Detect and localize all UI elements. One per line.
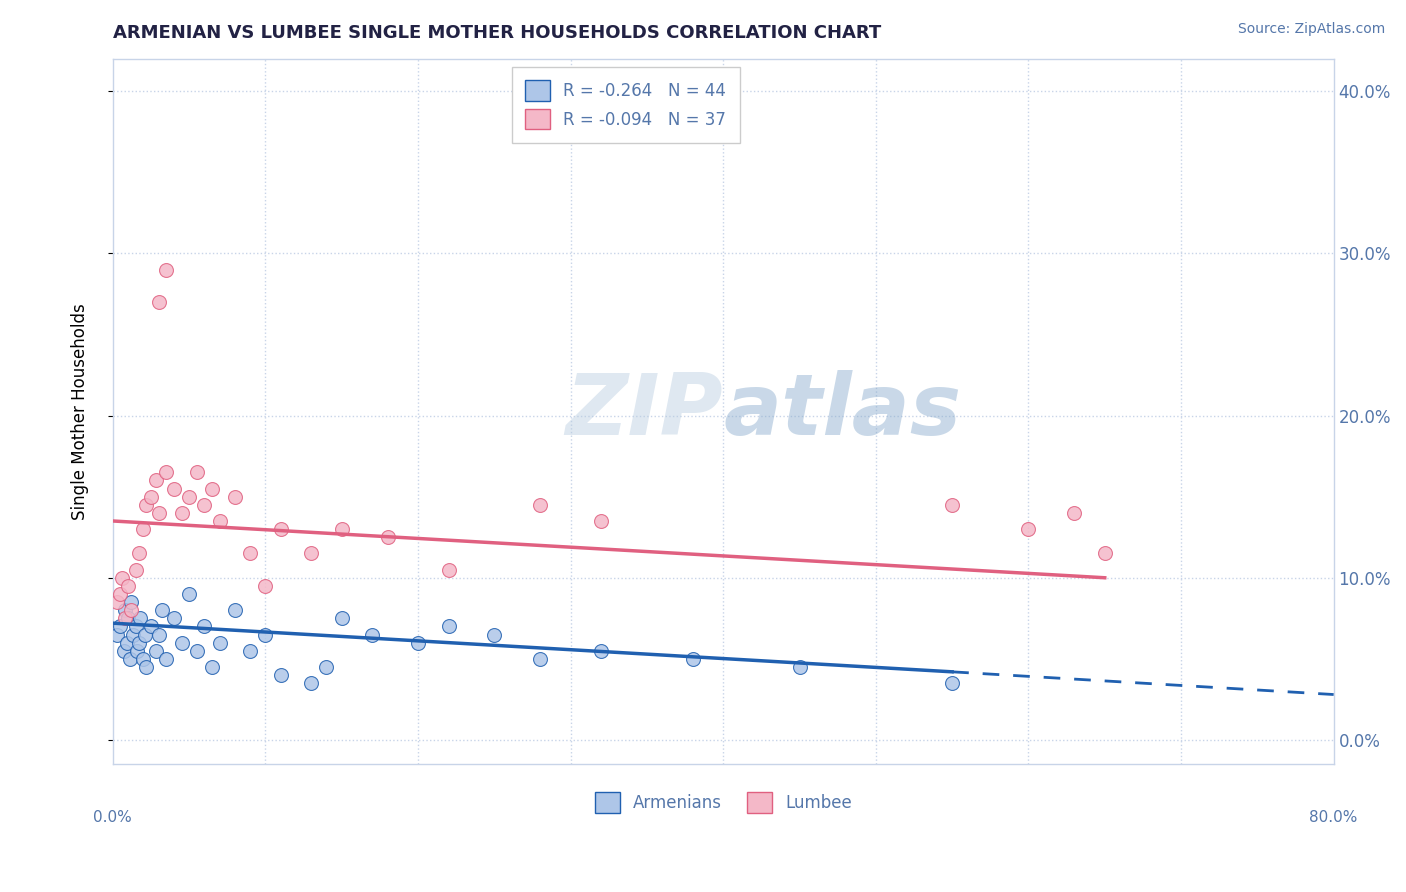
Point: [591, 514, 613, 528]
Y-axis label: Single Mother Households: Single Mother Households: [72, 303, 89, 520]
Point: [125, 563, 148, 577]
Point: [377, 530, 399, 544]
Point: [163, 611, 186, 625]
Point: [139, 490, 162, 504]
Point: [529, 498, 551, 512]
Text: 0.0%: 0.0%: [93, 810, 132, 825]
Point: [111, 571, 134, 585]
Point: [299, 676, 322, 690]
Point: [270, 668, 292, 682]
Text: ZIP: ZIP: [565, 370, 723, 453]
Point: [208, 514, 231, 528]
Point: [118, 652, 141, 666]
Point: [110, 619, 132, 633]
Point: [107, 627, 129, 641]
Point: [437, 563, 460, 577]
Point: [299, 546, 322, 560]
Point: [155, 262, 177, 277]
Point: [170, 635, 193, 649]
Point: [170, 506, 193, 520]
Point: [208, 635, 231, 649]
Legend: Armenians, Lumbee: Armenians, Lumbee: [588, 786, 859, 820]
Point: [682, 652, 704, 666]
Point: [117, 579, 139, 593]
Point: [315, 660, 337, 674]
Point: [128, 635, 150, 649]
Text: 80.0%: 80.0%: [1309, 810, 1358, 825]
Point: [132, 652, 155, 666]
Point: [135, 498, 157, 512]
Point: [132, 522, 155, 536]
Point: [135, 660, 157, 674]
Text: atlas: atlas: [723, 370, 962, 453]
Point: [186, 466, 208, 480]
Point: [270, 522, 292, 536]
Point: [115, 635, 138, 649]
Point: [128, 546, 150, 560]
Point: [127, 644, 149, 658]
Point: [120, 595, 142, 609]
Point: [201, 482, 224, 496]
Point: [254, 627, 277, 641]
Point: [406, 635, 429, 649]
Point: [148, 506, 170, 520]
Point: [107, 595, 129, 609]
Point: [193, 619, 215, 633]
Point: [120, 603, 142, 617]
Point: [941, 676, 963, 690]
Point: [110, 587, 132, 601]
Point: [484, 627, 506, 641]
Point: [145, 644, 167, 658]
Point: [330, 522, 353, 536]
Point: [1017, 522, 1039, 536]
Point: [125, 619, 148, 633]
Point: [139, 619, 162, 633]
Point: [148, 627, 170, 641]
Point: [239, 644, 262, 658]
Point: [529, 652, 551, 666]
Point: [121, 627, 143, 641]
Point: [591, 644, 613, 658]
Point: [437, 619, 460, 633]
Text: Source: ZipAtlas.com: Source: ZipAtlas.com: [1237, 22, 1385, 37]
Point: [112, 644, 135, 658]
Point: [201, 660, 224, 674]
Point: [163, 482, 186, 496]
Point: [254, 579, 277, 593]
Point: [148, 295, 170, 310]
Point: [129, 611, 152, 625]
Point: [179, 587, 201, 601]
Point: [239, 546, 262, 560]
Point: [1094, 546, 1116, 560]
Point: [134, 627, 156, 641]
Point: [179, 490, 201, 504]
Point: [224, 603, 246, 617]
Point: [150, 603, 173, 617]
Text: ARMENIAN VS LUMBEE SINGLE MOTHER HOUSEHOLDS CORRELATION CHART: ARMENIAN VS LUMBEE SINGLE MOTHER HOUSEHO…: [112, 24, 882, 42]
Point: [789, 660, 811, 674]
Point: [117, 611, 139, 625]
Point: [145, 474, 167, 488]
Point: [224, 490, 246, 504]
Point: [361, 627, 384, 641]
Point: [155, 652, 177, 666]
Point: [186, 644, 208, 658]
Point: [114, 603, 136, 617]
Point: [155, 466, 177, 480]
Point: [330, 611, 353, 625]
Point: [941, 498, 963, 512]
Point: [193, 498, 215, 512]
Point: [114, 611, 136, 625]
Point: [1063, 506, 1085, 520]
